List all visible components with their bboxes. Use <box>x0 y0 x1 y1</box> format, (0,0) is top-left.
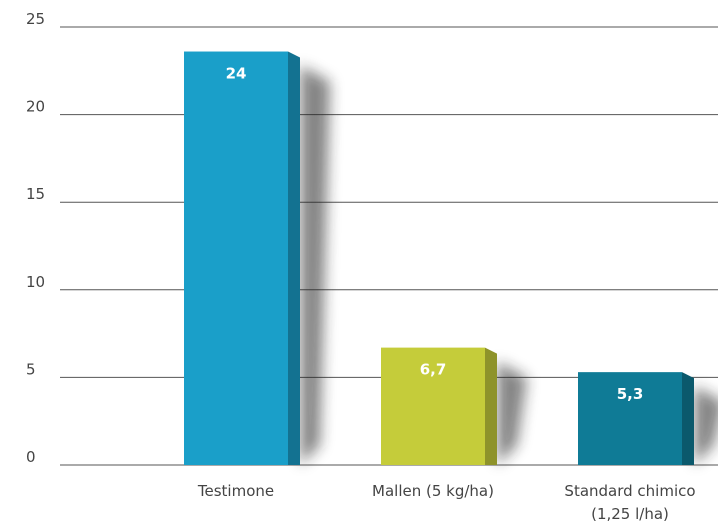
bar <box>578 372 682 465</box>
bar-side <box>682 372 694 465</box>
value-label: 24 <box>226 65 247 83</box>
y-tick-label: 10 <box>26 273 45 291</box>
y-tick-label: 0 <box>26 448 36 466</box>
y-tick-label: 20 <box>26 98 45 116</box>
x-tick-label: Testimone <box>197 482 275 500</box>
y-tick-label: 15 <box>26 185 45 203</box>
bar-side <box>485 347 497 465</box>
bar-shadow <box>694 386 718 465</box>
y-tick-label: 5 <box>26 360 36 378</box>
bar <box>381 347 485 465</box>
value-label: 5,3 <box>617 385 644 403</box>
x-tick-label: Mallen (5 kg/ha) <box>372 482 494 500</box>
x-tick-label: Standard chimico (1,25 l/ha) <box>564 482 696 523</box>
y-tick-label: 25 <box>26 10 45 28</box>
bar-shadow <box>497 361 527 465</box>
bar-shadow <box>300 65 330 465</box>
value-label: 6,7 <box>420 361 447 379</box>
bar-side <box>288 51 300 465</box>
bar <box>184 51 288 465</box>
